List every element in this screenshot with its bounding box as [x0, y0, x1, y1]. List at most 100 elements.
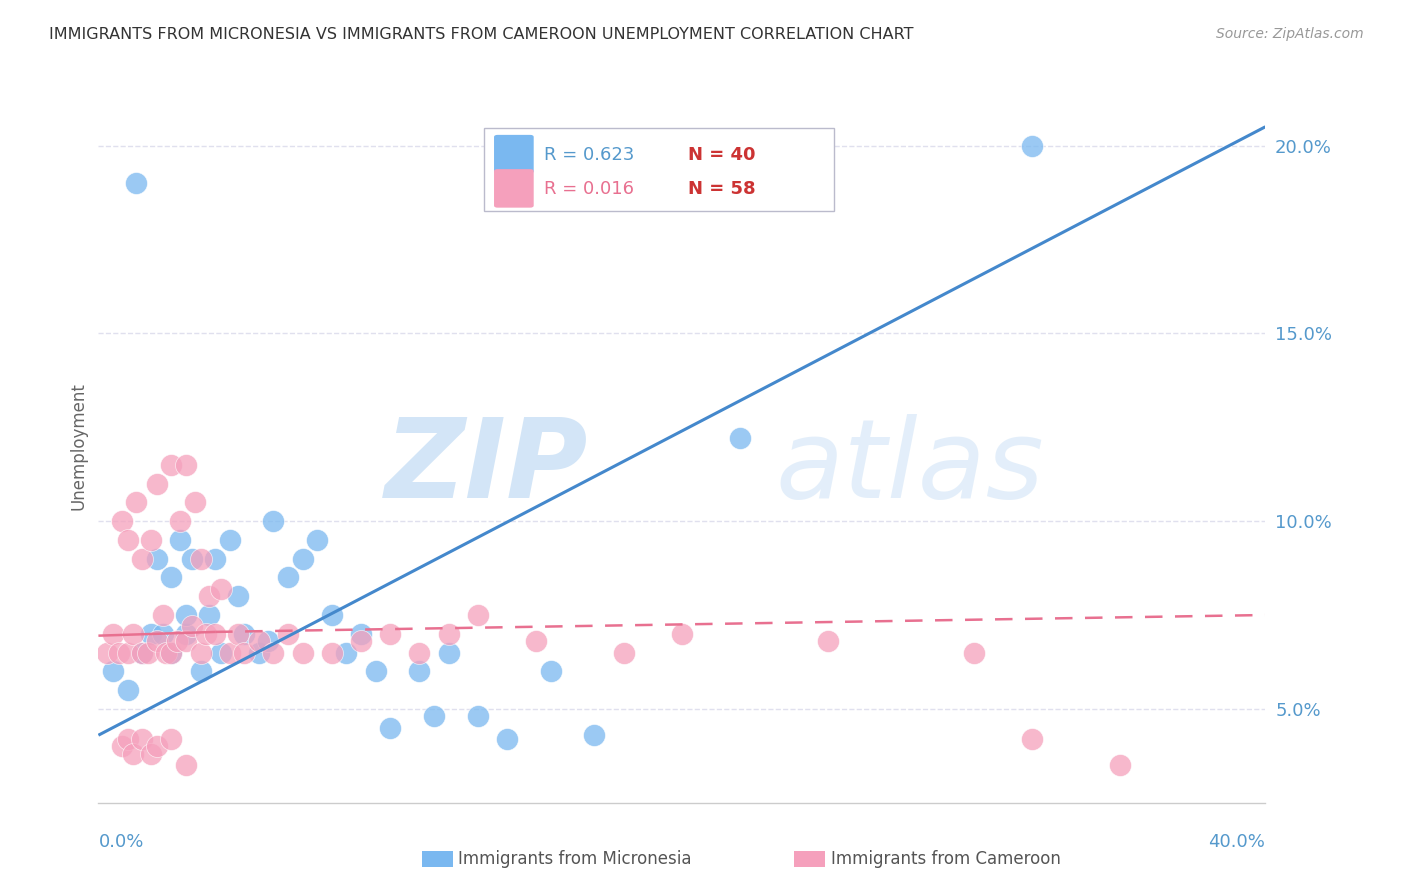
Point	[96, 646, 118, 660]
Point	[101, 627, 124, 641]
Point	[160, 646, 183, 660]
Point	[467, 607, 489, 622]
Point	[117, 731, 139, 746]
Point	[291, 646, 314, 660]
Point	[817, 634, 839, 648]
Point	[108, 646, 131, 660]
Point	[233, 646, 256, 660]
Point	[408, 665, 430, 679]
Point	[146, 551, 169, 566]
Point	[1021, 138, 1043, 153]
Point	[277, 627, 299, 641]
Point	[291, 551, 314, 566]
Point	[1108, 758, 1130, 772]
Point	[166, 634, 188, 648]
Point	[256, 634, 278, 648]
Point	[321, 607, 343, 622]
Point	[218, 533, 240, 547]
Point	[139, 747, 162, 761]
Point	[190, 646, 212, 660]
Text: N = 58: N = 58	[688, 180, 755, 198]
Text: R = 0.623: R = 0.623	[544, 146, 634, 164]
Point	[146, 476, 169, 491]
Point	[423, 709, 446, 723]
Point	[117, 683, 139, 698]
Point	[321, 646, 343, 660]
Point	[277, 570, 299, 584]
Point	[160, 458, 183, 472]
Point	[218, 646, 240, 660]
Point	[307, 533, 329, 547]
Point	[364, 665, 387, 679]
Point	[233, 627, 256, 641]
Point	[131, 731, 153, 746]
Point	[125, 495, 148, 509]
Point	[160, 731, 183, 746]
Point	[111, 514, 134, 528]
Point	[262, 646, 284, 660]
Point	[728, 432, 751, 446]
Point	[228, 627, 250, 641]
Point	[495, 731, 517, 746]
Point	[174, 627, 197, 641]
Text: IMMIGRANTS FROM MICRONESIA VS IMMIGRANTS FROM CAMEROON UNEMPLOYMENT CORRELATION : IMMIGRANTS FROM MICRONESIA VS IMMIGRANTS…	[49, 27, 914, 42]
Point	[125, 176, 148, 190]
Text: Immigrants from Cameroon: Immigrants from Cameroon	[831, 850, 1060, 868]
Text: 0.0%: 0.0%	[98, 833, 143, 851]
Point	[1021, 731, 1043, 746]
Point	[247, 634, 270, 648]
Point	[335, 646, 357, 660]
Point	[180, 619, 202, 633]
Point	[408, 646, 430, 660]
Point	[962, 646, 984, 660]
Point	[204, 551, 226, 566]
FancyBboxPatch shape	[484, 128, 834, 211]
FancyBboxPatch shape	[494, 169, 534, 208]
Point	[174, 458, 197, 472]
Point	[174, 634, 197, 648]
Point	[146, 739, 169, 754]
Text: 40.0%: 40.0%	[1209, 833, 1265, 851]
Point	[122, 627, 145, 641]
Point	[671, 627, 693, 641]
Point	[155, 646, 177, 660]
Point	[198, 589, 221, 603]
Point	[183, 495, 205, 509]
Point	[467, 709, 489, 723]
Point	[583, 728, 606, 742]
Point	[195, 627, 218, 641]
Point	[350, 634, 373, 648]
Point	[378, 721, 402, 735]
Point	[169, 533, 191, 547]
Text: R = 0.016: R = 0.016	[544, 180, 634, 198]
Point	[437, 646, 460, 660]
Point	[524, 634, 547, 648]
Point	[174, 758, 197, 772]
Text: atlas: atlas	[775, 414, 1043, 521]
Text: Source: ZipAtlas.com: Source: ZipAtlas.com	[1216, 27, 1364, 41]
Point	[131, 646, 153, 660]
Point	[131, 646, 153, 660]
Point	[262, 514, 284, 528]
Point	[160, 570, 183, 584]
Point	[540, 665, 562, 679]
Point	[247, 646, 270, 660]
Point	[190, 665, 212, 679]
Point	[111, 739, 134, 754]
Point	[437, 627, 460, 641]
Point	[152, 607, 174, 622]
Text: Immigrants from Micronesia: Immigrants from Micronesia	[458, 850, 692, 868]
Point	[209, 582, 232, 596]
Y-axis label: Unemployment: Unemployment	[69, 382, 87, 510]
Point	[136, 646, 159, 660]
Point	[131, 551, 153, 566]
Point	[152, 627, 174, 641]
Point	[139, 533, 162, 547]
Point	[122, 747, 145, 761]
FancyBboxPatch shape	[494, 135, 534, 173]
Point	[139, 627, 162, 641]
Point	[198, 607, 221, 622]
Point	[101, 665, 124, 679]
Point	[350, 627, 373, 641]
Point	[180, 551, 202, 566]
